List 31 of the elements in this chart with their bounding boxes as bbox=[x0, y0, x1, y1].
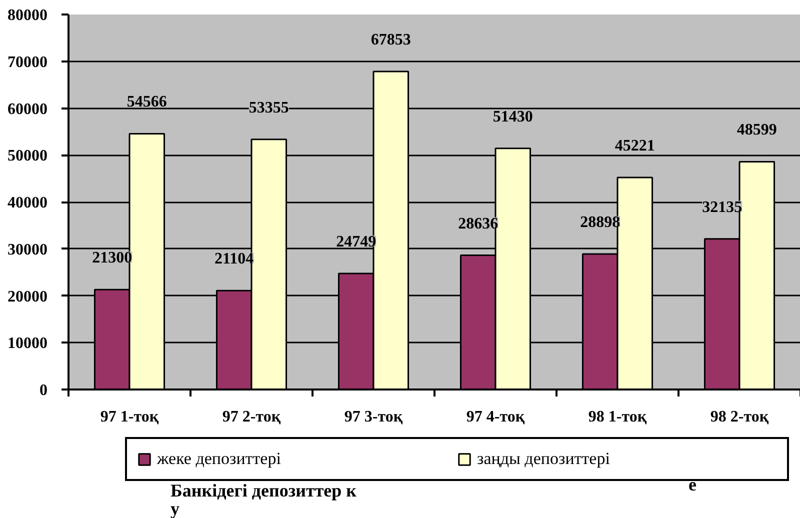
x-tick-label: 97 4-тоқ bbox=[466, 408, 526, 426]
x-tick-label: 97 1-тоқ bbox=[100, 408, 160, 426]
y-tick-label: 60000 bbox=[8, 100, 48, 118]
y-tick-label: 30000 bbox=[8, 241, 48, 258]
data-label: 54566 bbox=[126, 94, 167, 111]
y-tick-label: 20000 bbox=[8, 288, 48, 306]
data-label: 67853 bbox=[370, 31, 411, 48]
x-tick-label: 97 3-тоқ bbox=[344, 408, 404, 426]
text: е bbox=[688, 474, 696, 494]
y-tick-label: 80000 bbox=[8, 7, 48, 24]
data-label: 28898 bbox=[580, 214, 620, 232]
data-label: 32135 bbox=[702, 198, 742, 216]
x-tick-label: 97 2-тоқ bbox=[222, 408, 282, 426]
legend-label: жеке депозиттері bbox=[157, 449, 282, 469]
data-label: 21300 bbox=[92, 250, 132, 267]
data-label: 48599 bbox=[736, 122, 777, 139]
y-tick-label: 70000 bbox=[8, 54, 48, 71]
y-tick-label: 0 bbox=[40, 382, 48, 399]
data-label: 53355 bbox=[248, 99, 289, 116]
text: Банкідегі депозиттер к bbox=[170, 480, 358, 500]
data-label: 28636 bbox=[458, 215, 498, 232]
data-label: 51430 bbox=[492, 108, 533, 126]
y-tick-label: 50000 bbox=[8, 148, 48, 165]
data-label: 45221 bbox=[614, 138, 655, 155]
x-tick-label: 98 1-тоқ bbox=[588, 408, 648, 426]
data-label: 21104 bbox=[214, 250, 254, 268]
legend-label: заңды депозиттері bbox=[477, 449, 611, 469]
y-tick-label: 10000 bbox=[8, 335, 48, 352]
y-tick-label: 40000 bbox=[8, 194, 48, 212]
data-label: 24749 bbox=[336, 233, 376, 250]
x-tick-label: 98 2-тоқ bbox=[710, 408, 770, 426]
